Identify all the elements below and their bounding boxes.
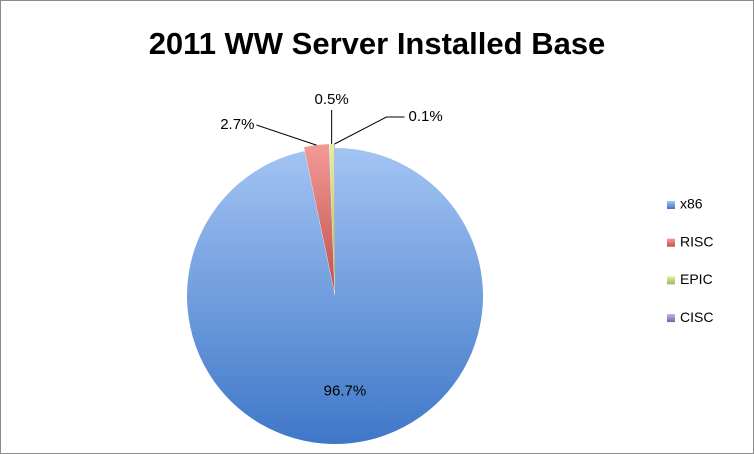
legend-swatch <box>667 314 675 323</box>
leader-line <box>334 116 405 145</box>
pie-slice <box>304 144 335 293</box>
legend-label: CISC <box>680 309 713 325</box>
chart-title: 2011 WW Server Installed Base <box>149 26 606 61</box>
data-label: 96.7% <box>324 383 367 400</box>
data-label: 0.5% <box>315 91 349 108</box>
legend-label: RISC <box>680 233 713 249</box>
legend-label: EPIC <box>680 271 713 287</box>
data-label: 0.1% <box>409 108 443 125</box>
pie-slice <box>329 144 335 293</box>
pie-slice <box>334 144 335 293</box>
legend-swatch <box>667 238 675 247</box>
legend-swatch <box>667 276 675 285</box>
leader-line <box>256 124 317 146</box>
legend-swatch <box>667 201 675 209</box>
pie-slice <box>187 148 484 444</box>
data-label: 2.7% <box>220 116 254 133</box>
legend-label: x86 <box>680 196 703 212</box>
